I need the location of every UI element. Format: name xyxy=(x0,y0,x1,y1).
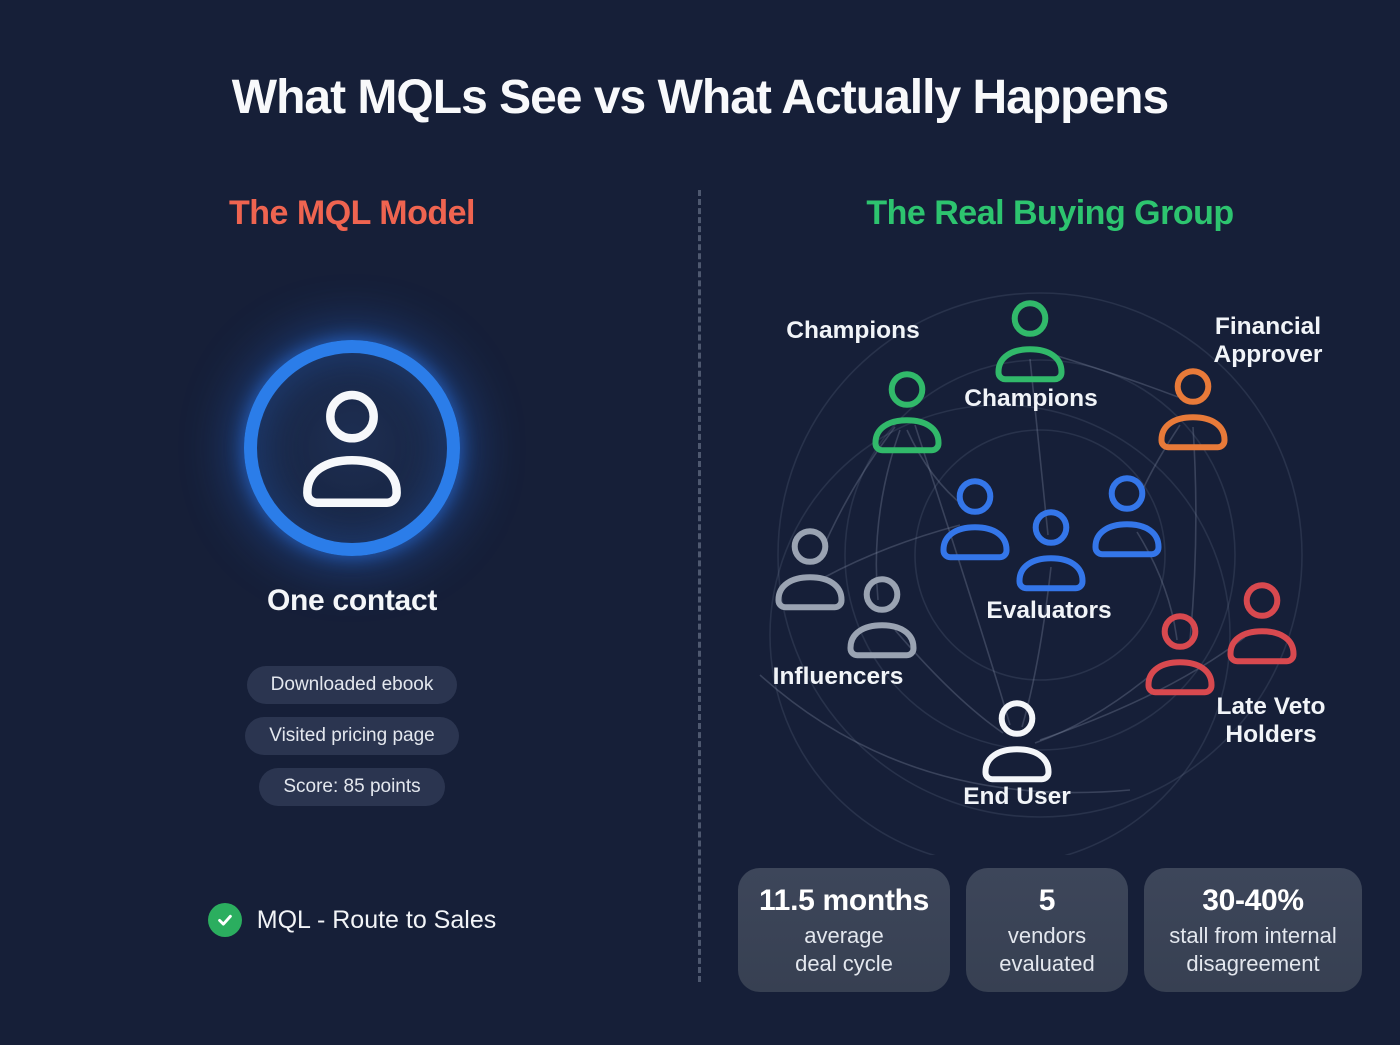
badge-list: Downloaded ebook Visited pricing page Sc… xyxy=(0,666,704,806)
person-icon-influencer-2 xyxy=(846,575,918,659)
label-influencers: Influencers xyxy=(772,663,904,690)
person-icon-late-veto-2 xyxy=(1226,581,1298,665)
badge-visited-pricing-page: Visited pricing page xyxy=(245,717,459,755)
stat-value: 11.5 months xyxy=(758,884,930,917)
contact-label: One contact xyxy=(266,584,438,617)
label-champions-left: Champions xyxy=(786,317,920,344)
mql-route-label: MQL - Route to Sales xyxy=(256,905,497,934)
buying-group-network: Champions Champions Financial Approver E… xyxy=(700,255,1400,855)
mql-route-row: MQL - Route to Sales xyxy=(0,903,704,937)
label-evaluators: Evaluators xyxy=(986,597,1112,624)
person-icon-late-veto-1 xyxy=(1144,612,1216,696)
stat-value: 5 xyxy=(1038,884,1056,917)
single-contact-person-icon xyxy=(301,389,403,508)
stat-deal-cycle: 11.5 months average deal cycle xyxy=(738,868,950,993)
contact-ring xyxy=(244,340,460,556)
person-icon-evaluator-3 xyxy=(1091,474,1163,558)
stat-label: vendors evaluated xyxy=(999,923,1095,977)
person-icon-financial-approver xyxy=(1157,367,1229,451)
dashed-divider xyxy=(698,190,701,982)
label-champions-center: Champions xyxy=(964,385,1098,412)
label-end-user: End User xyxy=(963,783,1071,810)
stat-value: 30-40% xyxy=(1202,884,1304,917)
stat-label: average deal cycle xyxy=(795,923,893,977)
badge-downloaded-ebook: Downloaded ebook xyxy=(246,666,458,704)
stat-stall-disagreement: 30-40% stall from internal disagreement xyxy=(1144,868,1362,993)
person-icon-champion-2 xyxy=(994,299,1066,383)
person-icon-evaluator-2 xyxy=(1015,508,1087,592)
label-financial-approver: Financial Approver xyxy=(1213,313,1323,369)
person-icon-end-user xyxy=(981,699,1053,783)
check-icon xyxy=(207,903,242,937)
badge-score: Score: 85 points xyxy=(259,768,445,806)
stat-label: stall from internal disagreement xyxy=(1169,923,1337,977)
mql-model-heading: The MQL Model xyxy=(229,194,475,232)
page-title: What MQLs See vs What Actually Happens xyxy=(231,71,1169,124)
stats-row: 11.5 months average deal cycle 5 vendors… xyxy=(700,868,1400,993)
label-late-veto-holders: Late Veto Holders xyxy=(1216,693,1326,749)
person-icon-influencer-1 xyxy=(774,527,846,611)
person-icon-champion-1 xyxy=(871,370,943,454)
person-icon-evaluator-1 xyxy=(939,477,1011,561)
buying-group-heading: The Real Buying Group xyxy=(866,194,1234,232)
stat-vendors-evaluated: 5 vendors evaluated xyxy=(966,868,1128,993)
